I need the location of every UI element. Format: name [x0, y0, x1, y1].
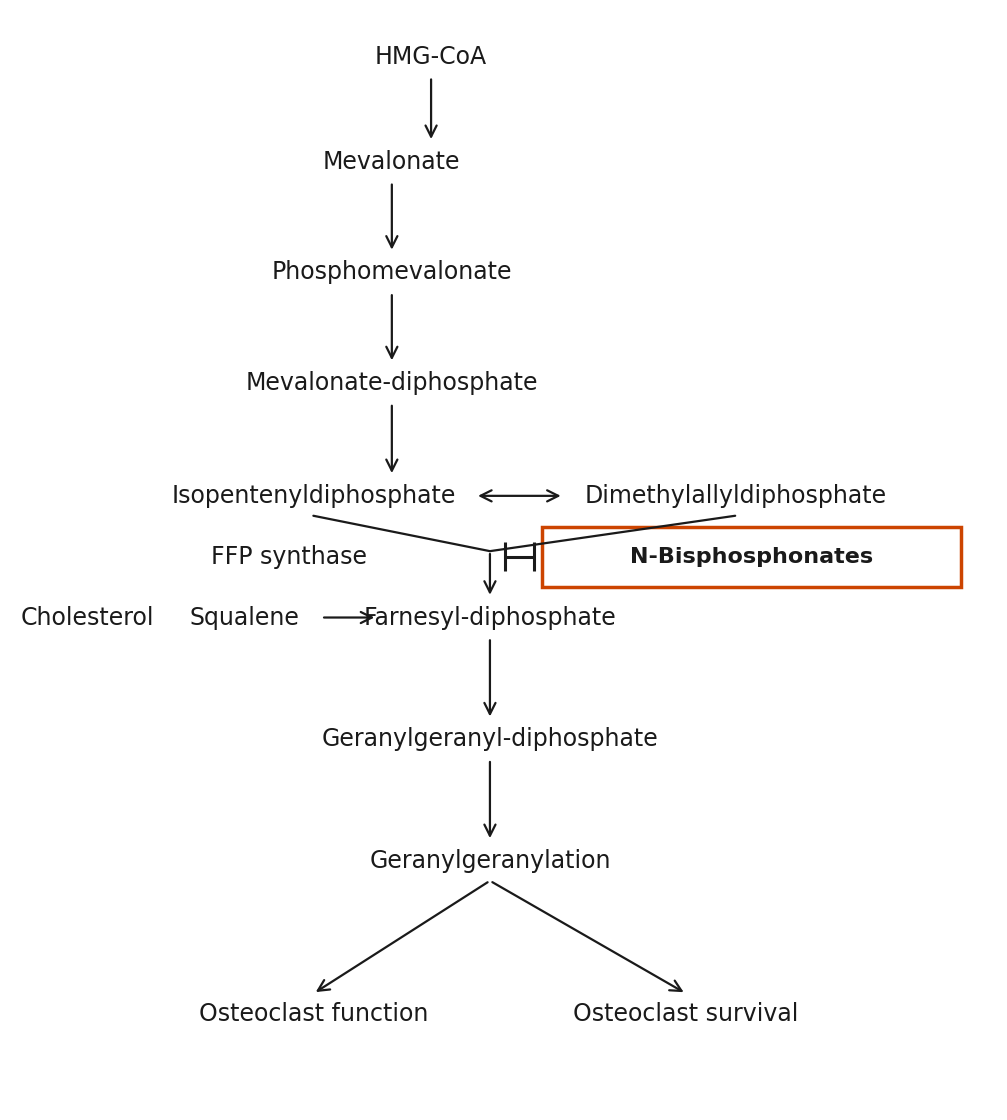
Text: HMG-CoA: HMG-CoA — [375, 45, 487, 68]
Text: Farnesyl-diphosphate: Farnesyl-diphosphate — [364, 606, 616, 629]
Text: Mevalonate: Mevalonate — [323, 150, 460, 174]
Text: Geranylgeranylation: Geranylgeranylation — [370, 849, 610, 872]
Bar — [542, 526, 961, 587]
Text: Osteoclast survival: Osteoclast survival — [573, 1001, 799, 1026]
Text: Squalene: Squalene — [189, 606, 300, 629]
Text: N-Bisphosphonates: N-Bisphosphonates — [629, 547, 873, 567]
Text: Phosphomevalonate: Phosphomevalonate — [272, 261, 513, 284]
Text: Dimethylallyldiphosphate: Dimethylallyldiphosphate — [584, 484, 886, 507]
Text: Geranylgeranyl-diphosphate: Geranylgeranyl-diphosphate — [321, 727, 659, 752]
Text: Mevalonate-diphosphate: Mevalonate-diphosphate — [246, 371, 538, 395]
Text: Isopentenyldiphosphate: Isopentenyldiphosphate — [171, 484, 455, 507]
Text: FFP synthase: FFP synthase — [211, 544, 368, 569]
Text: Cholesterol: Cholesterol — [21, 606, 154, 629]
Text: Osteoclast function: Osteoclast function — [198, 1001, 428, 1026]
